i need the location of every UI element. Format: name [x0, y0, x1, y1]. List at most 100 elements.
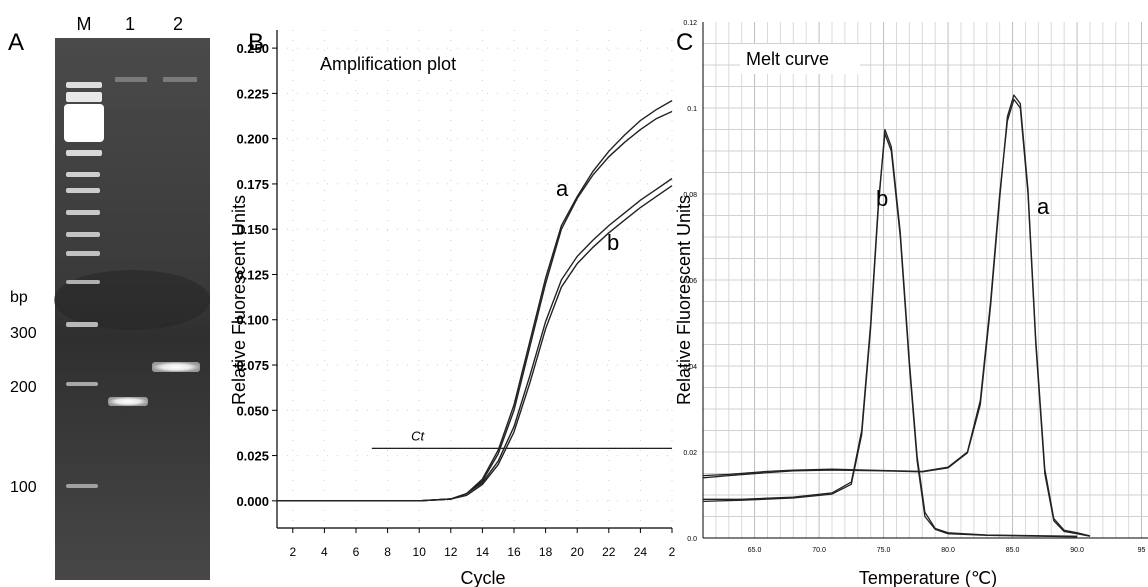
ladder-band-100	[66, 484, 98, 488]
amp-y-tick-label: 0.000	[236, 494, 269, 509]
melt-series-line	[702, 128, 1078, 537]
melt-series-label-a: a	[1037, 194, 1050, 219]
amp-x-tick-label: 20	[571, 545, 585, 559]
melt-y-tick-label: 0.06	[683, 278, 697, 285]
amp-y-tick-label: 0.200	[236, 132, 269, 147]
ladder-band	[66, 188, 100, 193]
melt-axes	[702, 22, 1148, 539]
amp-x-tick-label: 6	[353, 545, 360, 559]
well-lane-2	[163, 77, 197, 82]
melt-ticks: 0.0 0.02 0.04 0.06 0.08 0.1 0.12 65.0 70.0 75.0 80…	[683, 20, 1145, 554]
amp-x-tick-label: 4	[321, 545, 328, 559]
amp-x-tick-label: 18	[539, 545, 553, 559]
ladder-band-300	[66, 322, 98, 327]
threshold-label: Ct	[411, 428, 425, 443]
amp-x-tick-label: 2	[669, 545, 676, 559]
gel-dark-zone	[54, 270, 210, 330]
well-lane-1	[115, 77, 147, 82]
melt-series-label-b: b	[876, 186, 888, 211]
melt-y-axis-label: Relative Fluorescent Units	[674, 195, 694, 405]
ladder-band-200	[66, 382, 98, 386]
marker-ladder	[64, 82, 104, 488]
amp-series-line	[277, 110, 673, 502]
amp-x-tick-label: 8	[384, 545, 391, 559]
melt-x-tick-label: 90.0	[1070, 547, 1084, 554]
amp-x-tick-label: 16	[507, 545, 521, 559]
ladder-band	[66, 210, 100, 215]
melt-x-tick-label: 65.0	[748, 547, 762, 554]
band-lane-2	[152, 362, 200, 372]
lane-label-m: M	[77, 14, 92, 34]
amp-y-tick-label: 0.100	[236, 313, 269, 328]
lane-label-1: 1	[125, 14, 135, 34]
panel-b-amplification-plot: B Amplification plot 0.000 0.025 0.050 0.07…	[229, 29, 676, 587]
amp-y-tick-label: 0.025	[236, 449, 269, 464]
panel-a-letter: A	[8, 29, 24, 56]
ladder-band	[66, 232, 100, 237]
ladder-band	[66, 251, 100, 256]
amp-series-label-a: a	[556, 176, 569, 201]
melt-y-tick-label: 0.1	[687, 106, 697, 113]
melt-x-tick-label: 70.0	[812, 547, 826, 554]
amp-y-axis-label: Relative Fluorescent Units	[229, 195, 249, 405]
melt-series-line	[702, 94, 1091, 537]
amp-y-tick-label: 0.150	[236, 222, 269, 237]
melt-y-tick-label: 0.02	[683, 450, 697, 457]
amp-grid	[277, 30, 673, 528]
amp-series-line	[277, 177, 673, 502]
melt-y-tick-label: 0.08	[683, 192, 697, 199]
amp-series-labels: ab	[556, 176, 619, 255]
size-label-200: 200	[10, 379, 37, 396]
amp-x-tick-label: 12	[444, 545, 458, 559]
amp-y-tick-label: 0.250	[236, 41, 269, 56]
melt-title-bg	[740, 44, 860, 74]
melt-x-tick-label: 80.0	[941, 547, 955, 554]
amp-ticks: 0.000 0.025 0.050 0.075 0.100 0.125 0.150 0.175…	[236, 41, 675, 559]
ladder-band-bright	[64, 104, 104, 142]
amp-inset-title: Amplification plot	[320, 54, 456, 74]
ladder-band	[66, 280, 100, 284]
melt-inset-title: Melt curve	[746, 49, 829, 69]
lane-label-2: 2	[173, 14, 183, 34]
amp-y-tick-label: 0.175	[236, 177, 269, 192]
panel-b-letter: B	[248, 29, 264, 56]
amp-x-tick-label: 10	[413, 545, 427, 559]
amp-axes	[276, 30, 672, 529]
melt-y-tick-label: 0.12	[683, 20, 697, 27]
panel-a-gel: A M 1 2 bp 300 200	[8, 14, 210, 580]
amp-x-tick-label: 24	[634, 545, 648, 559]
amp-x-tick-label: 2	[289, 545, 296, 559]
amp-threshold: Ct	[371, 428, 672, 449]
size-title: bp	[10, 289, 28, 306]
melt-x-tick-label: 95	[1138, 547, 1146, 554]
ladder-band	[66, 82, 102, 88]
panel-c-melt-curve: C 0.0 0.02 0.04 0.06 0.08 0.1 0.12 65.0 70.0 75.0…	[674, 20, 1148, 587]
ladder-band	[66, 150, 102, 156]
ladder-band	[66, 92, 102, 102]
size-label-300: 300	[10, 325, 37, 342]
amp-series-label-b: b	[607, 230, 619, 255]
melt-series-line	[703, 133, 1078, 538]
panel-c-letter: C	[676, 29, 693, 56]
amp-series	[277, 99, 673, 502]
ladder-band	[66, 172, 100, 177]
amp-series-line	[277, 99, 673, 502]
amp-x-tick-label: 14	[476, 545, 490, 559]
melt-y-tick-label: 0.0	[687, 536, 697, 543]
amp-y-tick-label: 0.125	[236, 267, 269, 282]
amp-y-tick-label: 0.050	[236, 403, 269, 418]
melt-x-tick-label: 85.0	[1006, 547, 1020, 554]
amp-x-axis-label: Cycle	[460, 568, 505, 587]
band-lane-1	[108, 397, 148, 406]
amp-y-tick-label: 0.225	[236, 86, 269, 101]
amp-y-tick-label: 0.075	[236, 358, 269, 373]
size-label-100: 100	[10, 479, 37, 496]
melt-y-tick-label: 0.04	[683, 364, 697, 371]
melt-x-tick-label: 75.0	[877, 547, 891, 554]
amp-x-tick-label: 22	[602, 545, 616, 559]
melt-x-axis-label: Temperature (℃)	[859, 568, 997, 587]
melt-grid	[703, 22, 1148, 538]
melt-series	[702, 94, 1091, 538]
